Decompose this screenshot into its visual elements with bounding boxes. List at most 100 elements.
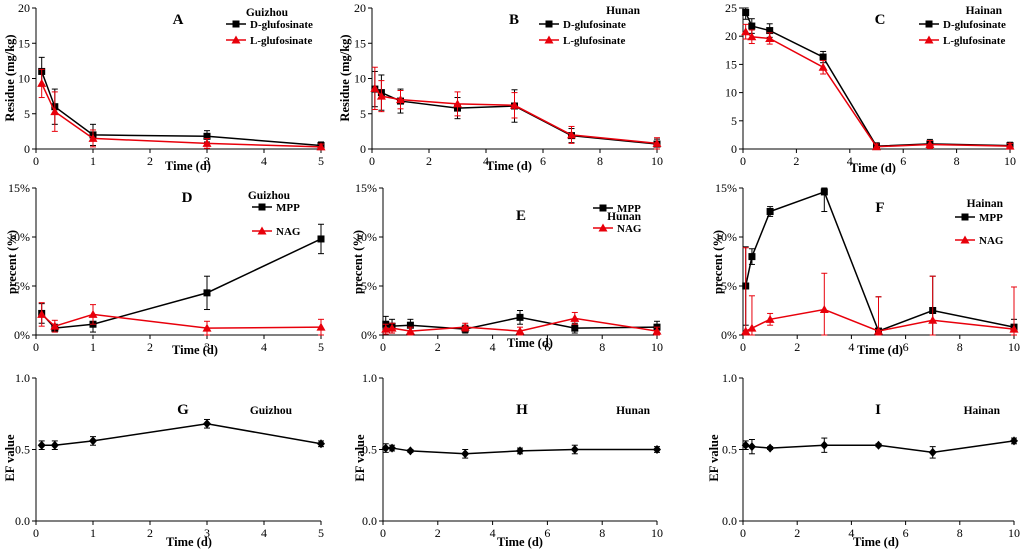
x-tick-label: 3 bbox=[204, 340, 210, 354]
legend-label: L-glufosinate bbox=[563, 35, 625, 47]
legend-label: NAG bbox=[276, 226, 301, 238]
data-point bbox=[50, 107, 60, 116]
x-tick-label: 10 bbox=[1008, 526, 1020, 540]
legend-marker bbox=[598, 223, 608, 232]
legend-label: NAG bbox=[979, 235, 1004, 247]
x-tick-label: 6 bbox=[903, 526, 909, 540]
site-label: Guizhou bbox=[250, 405, 293, 417]
data-point bbox=[376, 91, 386, 100]
x-axis-label: Time (d) bbox=[850, 161, 896, 175]
x-tick-label: 8 bbox=[599, 526, 605, 540]
y-tick-label: 5 bbox=[360, 107, 366, 121]
data-point bbox=[741, 326, 751, 335]
legend-label: D-glufosinate bbox=[563, 19, 626, 31]
y-axis-label: EF value bbox=[707, 434, 721, 482]
data-point bbox=[874, 326, 883, 335]
y-tick-label: 10 bbox=[18, 72, 30, 86]
x-tick-label: 5 bbox=[318, 340, 324, 354]
data-point bbox=[381, 324, 391, 333]
y-tick-label: 0% bbox=[14, 328, 30, 342]
legend-marker bbox=[232, 20, 240, 28]
x-tick-label: 6 bbox=[900, 154, 906, 168]
data-point bbox=[387, 323, 397, 332]
series-d-glufosinate bbox=[38, 56, 325, 150]
data-point bbox=[388, 443, 397, 453]
y-tick-label: 15 bbox=[18, 36, 30, 50]
data-point bbox=[37, 78, 47, 87]
legend-marker bbox=[924, 35, 934, 44]
data-point bbox=[872, 142, 881, 151]
data-point bbox=[88, 309, 98, 318]
x-axis-label: Time (d) bbox=[486, 159, 532, 173]
data-point bbox=[653, 445, 661, 454]
x-tick-label: 0 bbox=[380, 340, 386, 354]
data-point bbox=[925, 139, 935, 148]
data-point bbox=[1005, 141, 1015, 150]
y-axis-label: EF value bbox=[353, 434, 367, 482]
x-tick-label: 0 bbox=[369, 154, 375, 168]
data-point bbox=[652, 138, 662, 147]
x-tick-label: 8 bbox=[597, 154, 603, 168]
x-tick-label: 4 bbox=[490, 340, 496, 354]
legend-label: D-glufosinate bbox=[943, 19, 1006, 31]
y-tick-label: 1.0 bbox=[722, 371, 737, 385]
data-point bbox=[874, 440, 883, 450]
legend-label: D-glufosinate bbox=[250, 19, 313, 31]
x-tick-label: 10 bbox=[651, 154, 663, 168]
data-point bbox=[516, 446, 524, 456]
series-nag bbox=[381, 311, 662, 336]
data-point bbox=[818, 62, 828, 71]
panel-letter: B bbox=[509, 12, 519, 28]
series-line bbox=[374, 87, 658, 145]
series-line bbox=[40, 71, 322, 147]
y-axis-label: precent (%) bbox=[711, 230, 725, 294]
panel-letter: A bbox=[173, 12, 184, 28]
x-tick-label: 6 bbox=[544, 526, 550, 540]
panel-letter: C bbox=[875, 12, 886, 28]
series-line bbox=[745, 31, 1011, 148]
x-tick-label: 10 bbox=[1004, 154, 1016, 168]
data-point bbox=[460, 322, 470, 331]
legend-marker bbox=[231, 35, 241, 44]
x-tick-label: 8 bbox=[957, 526, 963, 540]
x-tick-label: 10 bbox=[1008, 340, 1020, 354]
site-label: Hunan bbox=[606, 5, 640, 17]
legend-marker bbox=[258, 203, 266, 211]
y-tick-label: 1.0 bbox=[15, 371, 30, 385]
data-point bbox=[202, 323, 212, 332]
data-point bbox=[405, 326, 415, 335]
site-label: Guizhou bbox=[246, 7, 289, 19]
x-tick-label: 2 bbox=[435, 340, 441, 354]
series-line bbox=[41, 423, 322, 446]
y-tick-label: 0 bbox=[731, 142, 737, 156]
data-point bbox=[203, 289, 211, 297]
x-tick-label: 4 bbox=[261, 154, 267, 168]
legend-marker bbox=[961, 213, 969, 221]
data-point bbox=[820, 440, 829, 450]
data-point bbox=[748, 22, 756, 30]
x-tick-label: 0 bbox=[33, 154, 39, 168]
legend-marker bbox=[257, 226, 267, 235]
y-axis-label: EF value bbox=[3, 434, 17, 482]
y-tick-label: 10% bbox=[8, 230, 30, 244]
data-point bbox=[928, 447, 937, 457]
y-tick-label: 0.5 bbox=[722, 443, 737, 457]
y-axis-label: Residue (mg/kg) bbox=[338, 34, 352, 121]
data-point bbox=[747, 32, 757, 41]
y-tick-label: 15% bbox=[355, 181, 377, 195]
data-point bbox=[748, 253, 756, 261]
legend-label: NAG bbox=[617, 223, 642, 235]
data-point bbox=[316, 322, 326, 331]
y-tick-label: 0% bbox=[361, 328, 377, 342]
x-tick-label: 10 bbox=[651, 340, 663, 354]
y-tick-label: 0.5 bbox=[362, 443, 377, 457]
panel-h: 0.0 0.5 1.0 0 2 4 6 8 10 H Hunan Time (d) EF value bbox=[353, 371, 663, 549]
x-tick-label: 2 bbox=[794, 340, 800, 354]
series-nag bbox=[741, 247, 1019, 336]
data-point bbox=[50, 321, 60, 330]
x-tick-label: 1 bbox=[90, 154, 96, 168]
y-tick-label: 5 bbox=[731, 114, 737, 128]
